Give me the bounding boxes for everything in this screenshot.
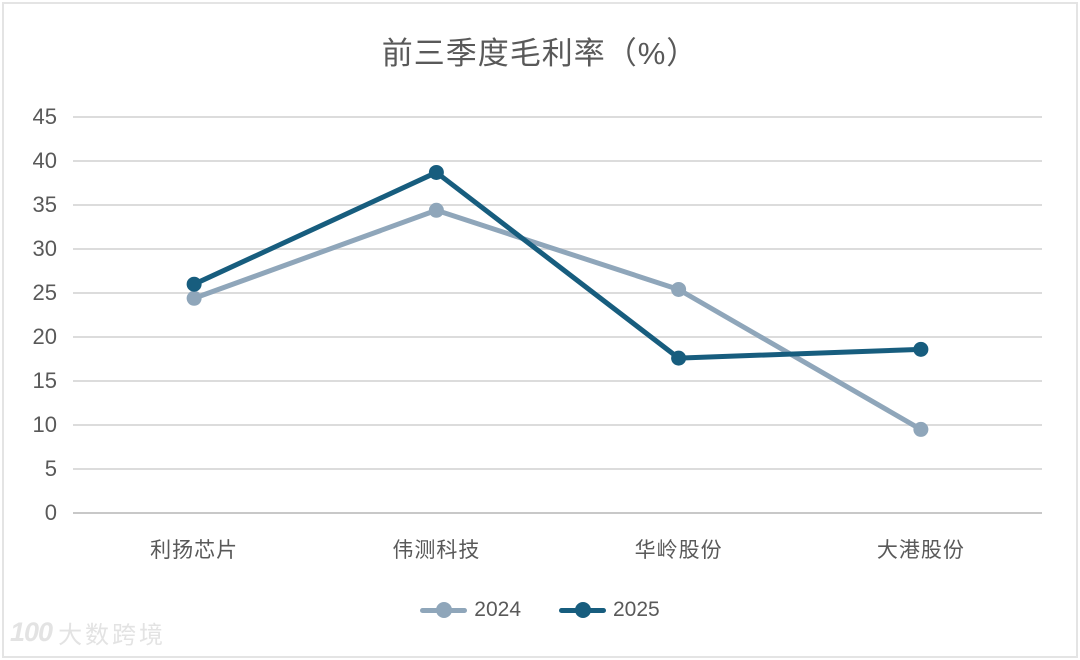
data-point-2024-伟测科技 [428,202,444,218]
data-point-2025-伟测科技 [428,164,444,180]
y-tick-label: 5 [44,456,57,481]
y-tick-label: 15 [32,368,57,393]
data-point-2024-利扬芯片 [186,290,202,306]
data-point-2024-华岭股份 [671,281,687,297]
x-category-label: 华岭股份 [634,539,723,562]
legend-marker-2025-icon [559,602,606,618]
watermark: 100 大数跨境 [10,615,166,650]
legend-marker-2024-icon [420,602,468,618]
data-point-2025-华岭股份 [671,350,687,366]
series-line-2024 [191,207,924,432]
x-category-label: 大港股份 [876,539,965,562]
y-tick-label: 40 [32,148,57,173]
legend-item-2024: 2024 [420,598,521,622]
y-tick-label: 25 [32,280,57,305]
y-tick-label: 45 [32,104,57,129]
legend-label-2024: 2024 [474,598,521,621]
y-tick-label: 10 [32,412,57,437]
y-tick-label: 30 [32,236,57,261]
y-tick-label: 20 [32,324,57,349]
y-tick-label: 0 [44,500,57,525]
legend-label-2025: 2025 [613,598,660,621]
data-point-2025-利扬芯片 [186,276,202,292]
data-point-2024-大港股份 [913,421,929,437]
x-category-label: 伟测科技 [392,539,481,562]
data-point-2025-大港股份 [913,341,929,357]
watermark-text: 大数跨境 [58,622,167,649]
series-line-2025 [191,169,924,361]
legend-item-2025: 2025 [559,598,660,622]
chart-title: 前三季度毛利率（%） [381,36,699,71]
y-tick-label: 35 [32,192,57,217]
legend: 2024 2025 [0,598,1080,622]
x-category-label: 利扬芯片 [150,539,239,562]
watermark-logo-icon: 100 [10,617,53,647]
